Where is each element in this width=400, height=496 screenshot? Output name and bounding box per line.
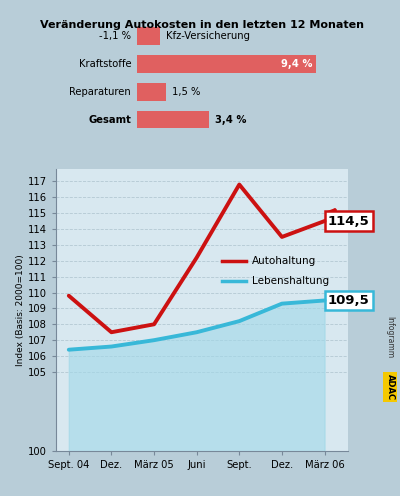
Text: Gesamt: Gesamt [88,115,131,124]
Text: 1,5 %: 1,5 % [172,87,200,97]
Text: Autohaltung: Autohaltung [252,256,316,266]
Text: 9,4 %: 9,4 % [281,59,313,69]
Text: 114,5: 114,5 [328,215,370,228]
Y-axis label: Index (Basis: 2000=100): Index (Basis: 2000=100) [16,254,25,366]
Bar [137,83,166,101]
Text: Veränderung Autokosten in den letzten 12 Monaten: Veränderung Autokosten in den letzten 12… [40,20,364,30]
Text: 3,4 %: 3,4 % [215,115,246,124]
Bar [137,55,316,73]
Bar [137,111,209,128]
Text: 109,5: 109,5 [328,294,370,307]
Text: ADAC: ADAC [386,374,394,400]
Text: Kfz-Versicherung: Kfz-Versicherung [166,31,250,41]
Text: Reparaturen: Reparaturen [70,87,131,97]
Text: Infogramm: Infogramm [386,316,394,358]
Text: Kraftstoffe: Kraftstoffe [78,59,131,69]
Text: Lebenshaltung: Lebenshaltung [252,276,329,286]
Text: -1,1 %: -1,1 % [99,31,131,41]
Bar [137,27,160,45]
